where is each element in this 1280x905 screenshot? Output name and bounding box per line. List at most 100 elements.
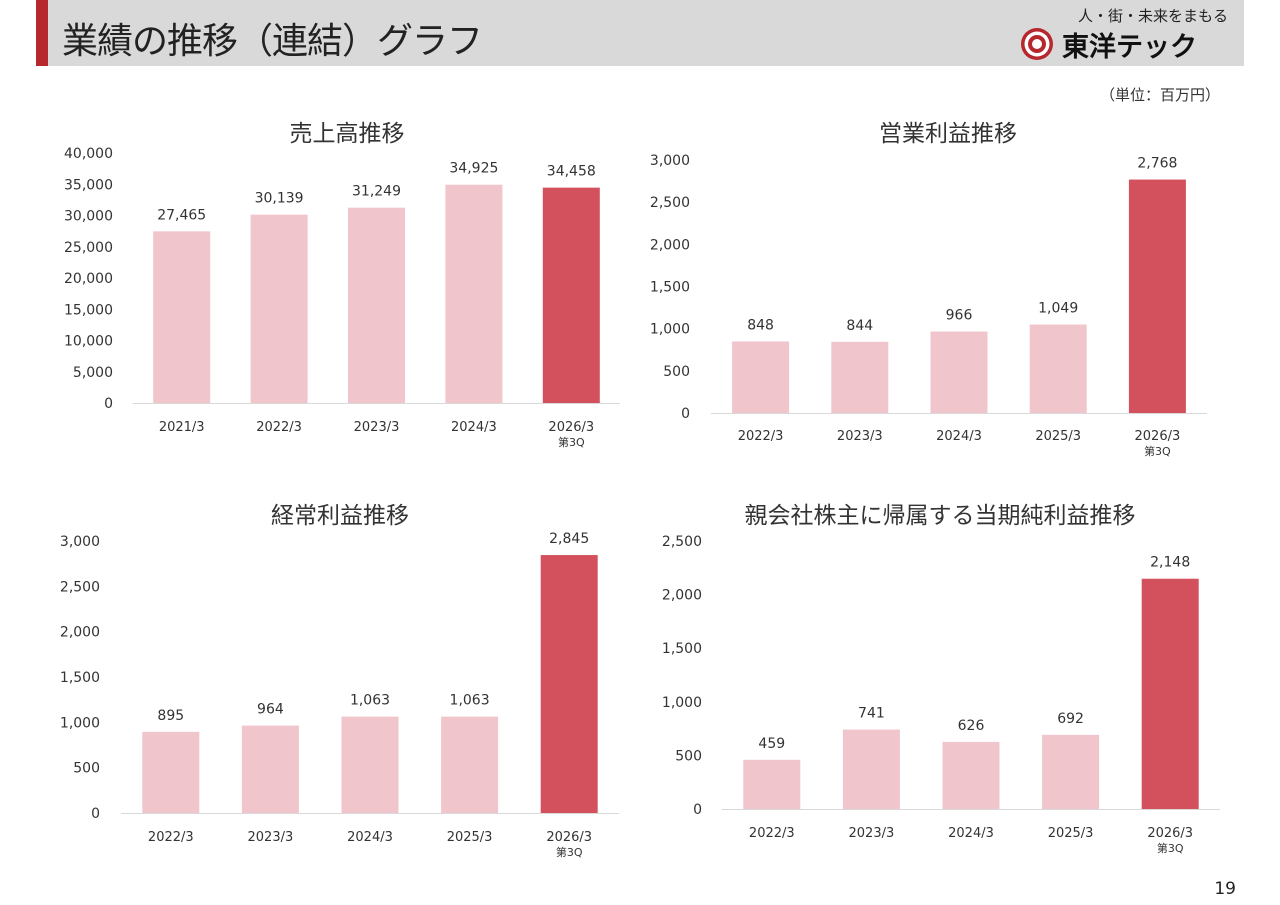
company-logo-text: 東洋テック (1062, 31, 1197, 63)
y-tick-label: 40,000 (64, 146, 113, 162)
x-tick-sublabel: 第3Q (1144, 444, 1171, 458)
x-tick-label: 2025/3 (447, 830, 493, 845)
data-label: 2,845 (549, 531, 589, 547)
data-label: 2,768 (1137, 156, 1177, 172)
y-tick-label: 0 (104, 396, 113, 412)
x-tick-label: 2024/3 (451, 420, 497, 435)
bar (743, 759, 801, 809)
chart-title: 親会社株主に帰属する当期純利益推移 (745, 503, 1136, 529)
data-label: 34,925 (449, 161, 498, 177)
y-tick-label: 2,500 (650, 195, 690, 211)
data-label: 31,249 (352, 184, 401, 200)
bar (153, 231, 211, 403)
data-label: 895 (157, 708, 184, 724)
company-tagline: 人・街・未来をまもる (1077, 7, 1228, 25)
x-tick-label: 2022/3 (738, 429, 784, 444)
data-label: 459 (758, 736, 785, 752)
x-tick-sublabel: 第3Q (558, 435, 585, 449)
y-tick-label: 2,000 (650, 237, 690, 253)
bar (732, 341, 790, 413)
bar (930, 331, 988, 413)
bar (445, 184, 503, 403)
x-tick-label: 2026/3 (546, 830, 592, 845)
bar (250, 214, 308, 403)
x-tick-label: 2024/3 (347, 830, 393, 845)
y-tick-label: 500 (73, 761, 100, 777)
page-title: 業績の推移（連結）グラフ (62, 21, 483, 62)
sales-chart: 売上高推移 0 5,000 10,000 15,000 20,000 25,000 30,00… (64, 121, 620, 449)
x-tick-label: 2021/3 (159, 420, 205, 435)
bar (441, 716, 499, 813)
company-logo: 東洋テック (1020, 26, 1197, 63)
bar (942, 741, 1000, 809)
y-tick-label: 1,000 (662, 695, 702, 711)
bar (540, 555, 598, 813)
bar (348, 207, 405, 403)
y-tick-label: 3,000 (60, 534, 100, 550)
y-tick-label: 0 (681, 406, 690, 422)
x-tick-sublabel: 第3Q (1157, 841, 1184, 855)
y-tick-label: 1,500 (662, 641, 702, 657)
x-tick-label: 2025/3 (1048, 826, 1094, 841)
ordinary-profit-chart: 経常利益推移 0 500 1,000 1,500 2,000 2,500 3,000 895 20… (60, 503, 619, 859)
data-label: 27,465 (157, 207, 206, 223)
data-label: 626 (958, 718, 985, 734)
x-tick-label: 2022/3 (749, 826, 795, 841)
x-tick-label: 2023/3 (354, 420, 400, 435)
data-label: 741 (858, 706, 885, 722)
bar (142, 731, 200, 813)
y-tick-label: 5,000 (73, 365, 113, 381)
y-tick-label: 2,500 (60, 579, 100, 595)
data-label: 848 (747, 317, 774, 333)
company-logo-icon (1021, 28, 1053, 60)
bar (1042, 734, 1100, 809)
y-tick-label: 500 (675, 748, 702, 764)
y-tick-label: 30,000 (64, 209, 113, 225)
y-tick-label: 1,000 (60, 715, 100, 731)
x-tick-label: 2024/3 (948, 826, 994, 841)
y-tick-label: 1,500 (650, 280, 690, 296)
y-tick-label: 15,000 (64, 302, 113, 318)
data-label: 34,458 (547, 164, 596, 180)
data-label: 966 (946, 308, 973, 324)
y-tick-label: 25,000 (64, 240, 113, 256)
unit-label: （単位：百万円） (1099, 86, 1220, 104)
y-tick-label: 500 (663, 364, 690, 380)
bar (1141, 578, 1199, 809)
chart-title: 売上高推移 (290, 121, 405, 147)
bar (341, 716, 399, 813)
x-tick-label: 2026/3 (1135, 429, 1181, 444)
y-tick-label: 1,000 (650, 322, 690, 338)
y-tick-label: 20,000 (64, 271, 113, 287)
x-tick-label: 2023/3 (849, 826, 895, 841)
x-tick-sublabel: 第3Q (556, 845, 583, 859)
x-tick-label: 2026/3 (1147, 826, 1193, 841)
y-tick-label: 2,000 (60, 625, 100, 641)
data-label: 1,063 (350, 693, 390, 709)
bar (241, 725, 299, 813)
data-label: 2,148 (1150, 555, 1190, 571)
bar (1029, 324, 1087, 413)
bar (842, 729, 900, 809)
x-tick-label: 2026/3 (548, 420, 594, 435)
net-profit-chart: 親会社株主に帰属する当期純利益推移 0 500 1,000 1,500 2,000 2,50… (662, 503, 1220, 855)
data-label: 30,139 (255, 191, 304, 207)
y-tick-label: 2,500 (662, 534, 702, 550)
y-tick-label: 3,000 (650, 153, 690, 169)
y-tick-label: 0 (91, 806, 100, 822)
x-tick-label: 2023/3 (248, 830, 294, 845)
x-tick-label: 2022/3 (256, 420, 302, 435)
data-label: 844 (846, 318, 873, 334)
x-tick-label: 2022/3 (148, 830, 194, 845)
chart-title: 経常利益推移 (271, 503, 409, 529)
x-tick-label: 2023/3 (837, 429, 883, 444)
bar (542, 187, 600, 403)
y-tick-label: 2,000 (662, 588, 702, 604)
page-number: 19 (1214, 879, 1236, 899)
bar (831, 341, 889, 413)
operating-profit-chart: 営業利益推移 0 500 1,000 1,500 2,000 2,500 3,000 848 20… (650, 121, 1207, 458)
data-label: 1,049 (1038, 301, 1078, 317)
y-tick-label: 1,500 (60, 670, 100, 686)
y-tick-label: 10,000 (64, 334, 113, 350)
chart-title: 営業利益推移 (879, 121, 1017, 147)
